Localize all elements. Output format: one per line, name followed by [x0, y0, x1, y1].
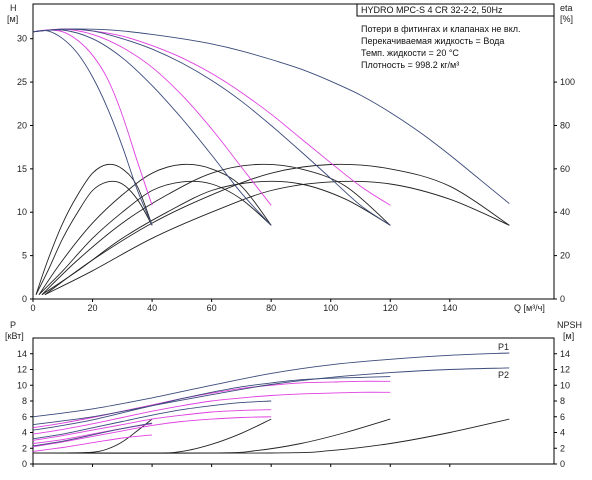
p-tick-label: 8 [22, 396, 27, 406]
npsh-tick-label: 2 [560, 443, 565, 453]
x-tick-label: 0 [30, 303, 35, 313]
npsh-tick-label: 14 [560, 349, 570, 359]
head-curve-reduced [32, 28, 272, 206]
h-axis-label: H [10, 3, 17, 13]
head-curve-reduced [32, 29, 153, 206]
power-curve-reduced [32, 416, 272, 448]
power-curve-max [32, 422, 153, 447]
h-tick-label: 10 [17, 207, 27, 217]
p-tick-label: 10 [17, 380, 27, 390]
power-curve-reduced [32, 391, 391, 435]
p-axis-label: P [10, 320, 16, 330]
q-axis-label: Q [м³/ч] [514, 303, 545, 313]
npsh-tick-label: 0 [560, 459, 565, 469]
efficiency-curve [41, 180, 391, 296]
series-label-p1: P1 [498, 342, 509, 352]
npsh-tick-label: 6 [560, 412, 565, 422]
x-tick-label: 20 [88, 303, 98, 313]
npsh-curve [32, 418, 510, 454]
h-tick-label: 5 [22, 251, 27, 261]
info-line-3: Темп. жидкости = 20 °C [361, 48, 459, 58]
eta-tick-label: 40 [560, 207, 570, 217]
efficiency-curve [38, 180, 272, 296]
npsh-axis-unit: [м] [563, 331, 574, 341]
info-line-4: Плотность = 998.2 кг/м³ [361, 60, 459, 70]
x-tick-label: 80 [266, 303, 276, 313]
p-tick-label: 4 [22, 428, 27, 438]
efficiency-curve [38, 163, 272, 295]
info-line-2: Перекачиваемая жидкость = Вода [361, 36, 504, 46]
h-tick-label: 15 [17, 164, 27, 174]
eta-tick-label: 60 [560, 164, 570, 174]
efficiency-curve [35, 180, 153, 295]
efficiency-curve [41, 163, 391, 296]
p-axis-unit: [кВт] [5, 331, 24, 341]
head-curve-reduced [32, 28, 391, 206]
p-tick-label: 0 [22, 459, 27, 469]
npsh-axis-label: NPSH [557, 320, 582, 330]
x-tick-label: 60 [207, 303, 217, 313]
title-box [356, 3, 555, 17]
head-curve-max [32, 29, 272, 226]
info-line-1: Потери в фитингах и клапанах не вкл. [361, 24, 521, 34]
power-curve-reduced [32, 380, 391, 429]
power-curve-max [32, 367, 510, 426]
eta-axis-unit: [%] [560, 14, 573, 24]
npsh-tick-label: 4 [560, 428, 565, 438]
x-tick-label: 100 [323, 303, 338, 313]
chart-title: HYDRO MPC-S 4 CR 32-2-2, 50Hz [361, 5, 503, 15]
head-curve-max [32, 28, 510, 204]
x-tick-label: 40 [147, 303, 157, 313]
h-tick-label: 30 [17, 34, 27, 44]
efficiency-curve [44, 163, 510, 296]
h-axis-unit: [м] [7, 14, 18, 24]
power-curve-reduced [32, 434, 153, 452]
p-tick-label: 14 [17, 349, 27, 359]
eta-tick-label: 80 [560, 120, 570, 130]
head-curve-max [32, 30, 153, 226]
power-curve-max [32, 376, 391, 431]
efficiency-curve [44, 180, 510, 296]
head-curve-max [32, 28, 391, 226]
p-tick-label: 6 [22, 412, 27, 422]
p-tick-label: 12 [17, 365, 27, 375]
eta-tick-label: 20 [560, 251, 570, 261]
npsh-tick-label: 10 [560, 380, 570, 390]
h-tick-label: 20 [17, 120, 27, 130]
npsh-tick-label: 12 [560, 365, 570, 375]
x-tick-label: 120 [383, 303, 398, 313]
h-tick-label: 25 [17, 77, 27, 87]
h-tick-label: 0 [22, 294, 27, 304]
npsh-tick-label: 8 [560, 396, 565, 406]
x-tick-label: 140 [442, 303, 457, 313]
power-curve-reduced [32, 409, 272, 441]
power-curve-max [32, 352, 510, 418]
efficiency-curve [35, 163, 153, 295]
p-tick-label: 2 [22, 443, 27, 453]
eta-tick-label: 0 [560, 294, 565, 304]
power-curve-max [32, 400, 272, 440]
eta-tick-label: 100 [560, 77, 575, 87]
series-label-p2: P2 [498, 370, 509, 380]
eta-axis-label: eta [560, 3, 573, 13]
head-plot-frame [32, 3, 555, 300]
